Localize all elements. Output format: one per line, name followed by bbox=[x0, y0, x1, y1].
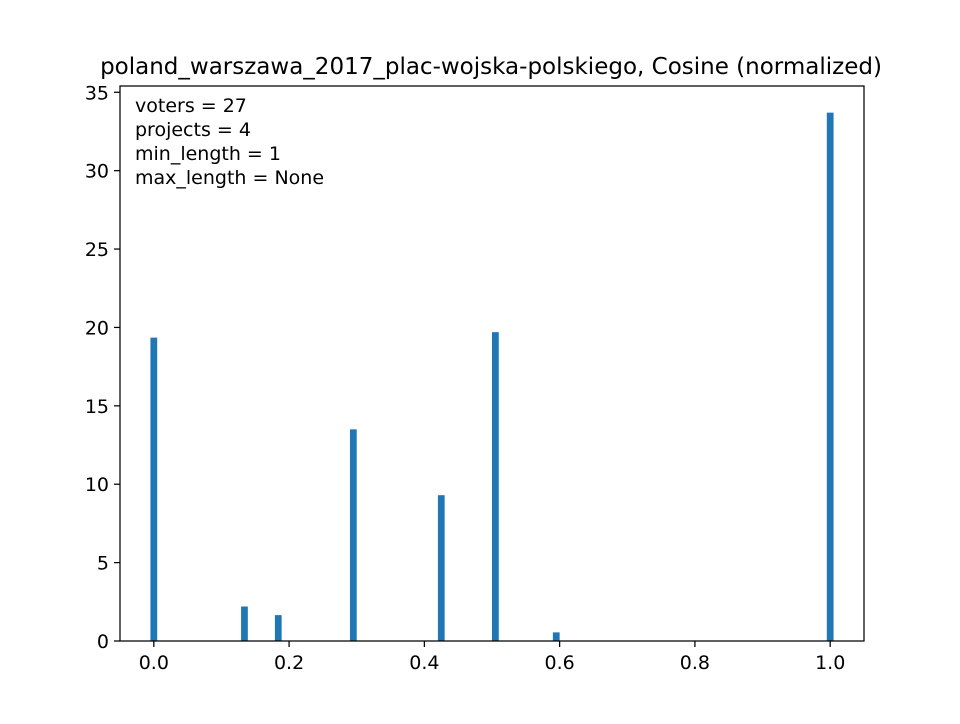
stats-annotation-line: projects = 4 bbox=[135, 119, 251, 141]
stats-annotation-line: min_length = 1 bbox=[135, 143, 281, 165]
stats-annotation-line: voters = 27 bbox=[135, 95, 247, 117]
bars-layer bbox=[150, 112, 834, 641]
stats-annotation-line: max_length = None bbox=[135, 167, 324, 189]
histogram-bar bbox=[826, 112, 834, 641]
x-tick-label: 0.8 bbox=[680, 652, 710, 674]
histogram-bar bbox=[492, 332, 499, 641]
y-tick-label: 5 bbox=[97, 553, 109, 575]
histogram-bar bbox=[150, 337, 158, 641]
x-tick-label: 0.6 bbox=[545, 652, 575, 674]
y-axis: 0 5 10 15 20 25 30 35 bbox=[85, 82, 120, 653]
x-tick-label: 1.0 bbox=[815, 652, 845, 674]
x-axis: 0.0 0.2 0.4 0.6 0.8 1.0 bbox=[139, 641, 845, 674]
histogram-bar bbox=[552, 632, 560, 641]
histogram-bar bbox=[274, 615, 282, 641]
y-tick-label: 15 bbox=[85, 396, 109, 418]
x-tick-label: 0.4 bbox=[409, 652, 439, 674]
y-tick-label: 35 bbox=[85, 82, 109, 104]
y-tick-label: 10 bbox=[85, 474, 109, 496]
y-tick-label: 25 bbox=[85, 239, 109, 261]
x-tick-label: 0.2 bbox=[274, 652, 304, 674]
y-tick-label: 20 bbox=[85, 317, 109, 339]
y-tick-label: 30 bbox=[85, 161, 109, 183]
histogram-bar bbox=[437, 495, 445, 641]
chart-title: poland_warszawa_2017_plac-wojska-polskie… bbox=[100, 54, 882, 80]
plot-area-frame bbox=[119, 85, 865, 642]
y-tick-label: 0 bbox=[97, 631, 109, 653]
histogram-bar bbox=[349, 429, 357, 641]
histogram-bar bbox=[241, 606, 248, 641]
x-tick-label: 0.0 bbox=[139, 652, 169, 674]
